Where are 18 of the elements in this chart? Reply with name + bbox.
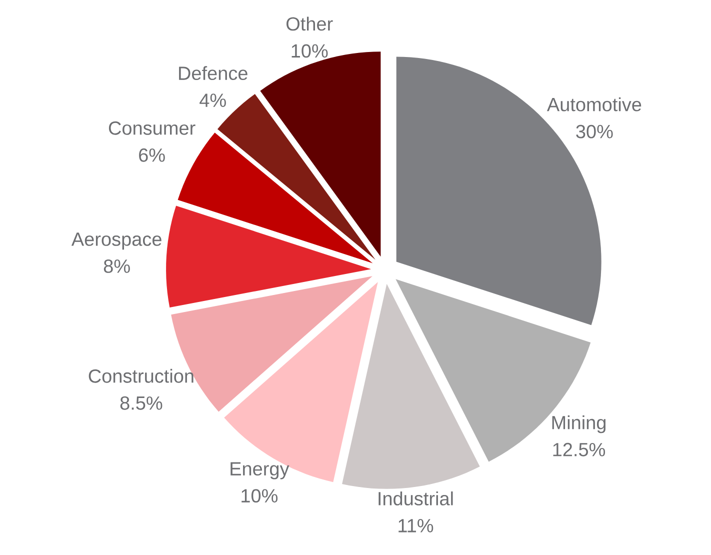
data-label: 12.5% — [553, 442, 606, 456]
data-label: 10% — [292, 44, 328, 58]
slice-label: Energy — [230, 462, 290, 480]
slice-label: Industrial — [378, 491, 453, 506]
data-label: 6% — [139, 148, 165, 162]
slice-label: Other — [286, 16, 333, 31]
data-label: 11% — [398, 519, 434, 532]
slice-label: Aerospace — [71, 232, 162, 250]
slice-label: Defence — [179, 66, 248, 80]
slice-label: Construction — [88, 368, 194, 383]
data-label: 4% — [200, 94, 226, 107]
slice-label: Automotive — [546, 97, 642, 112]
data-label: 8.5% — [120, 396, 162, 410]
data-label: 8% — [104, 259, 130, 273]
data-label: 10% — [242, 489, 278, 503]
data-label: 30% — [576, 124, 613, 138]
slice-label: Mining — [552, 415, 606, 434]
slice-label: Consumer — [108, 121, 196, 135]
